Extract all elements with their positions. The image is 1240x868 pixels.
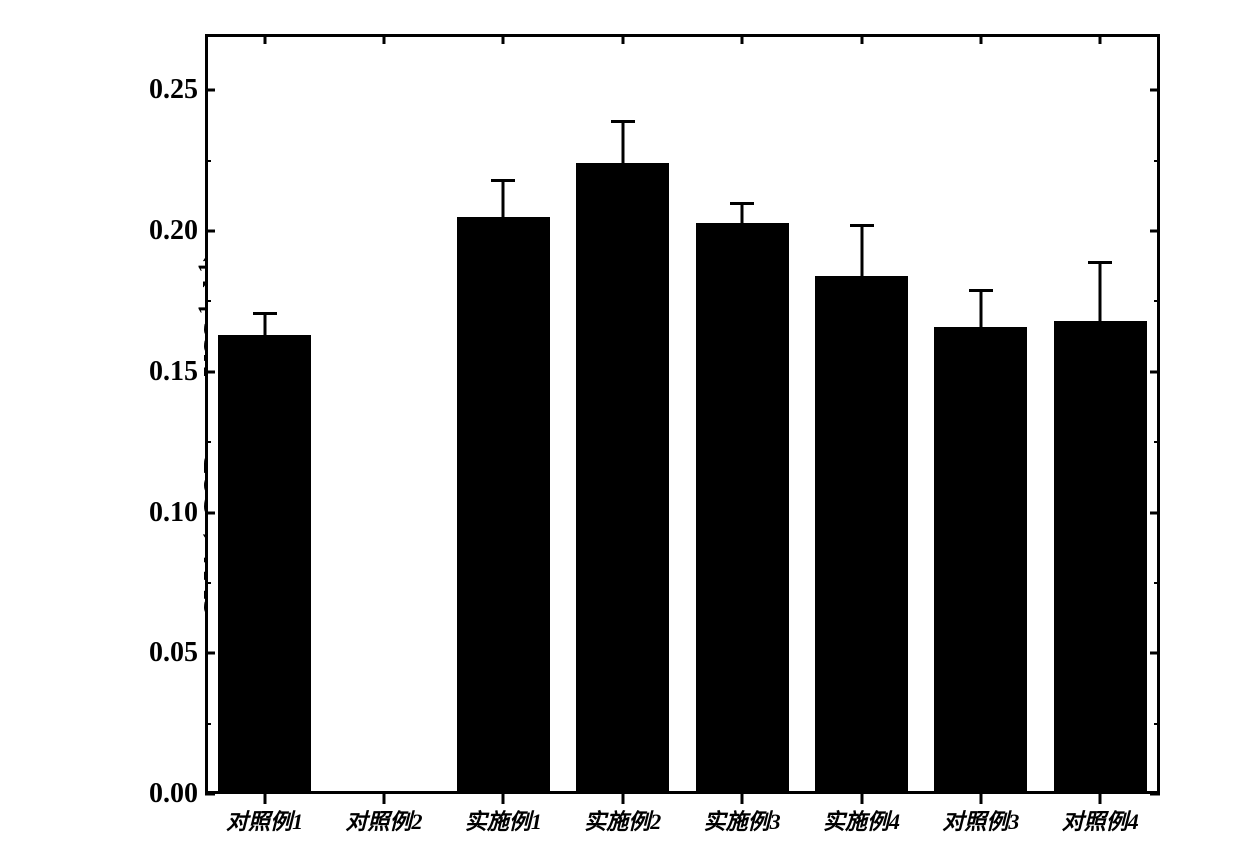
chart-container: SMA (gCOD(CH4) gVSS-1 d-1) 0.000.050.100…	[65, 19, 1175, 849]
y-minor-tick-right	[1154, 441, 1160, 443]
x-tick	[621, 794, 624, 804]
y-tick-label: 0.25	[149, 74, 198, 106]
y-minor-tick-right	[1154, 160, 1160, 162]
y-tick-right	[1150, 230, 1160, 233]
y-tick-label: 0.15	[149, 356, 198, 388]
bar	[457, 217, 550, 794]
y-minor-tick-right	[1154, 300, 1160, 302]
error-bar	[621, 121, 624, 163]
y-tick-right	[1150, 511, 1160, 514]
y-tick	[205, 511, 215, 514]
y-tick-right	[1150, 89, 1160, 92]
bar	[696, 223, 789, 794]
y-tick	[205, 793, 215, 796]
x-tick	[979, 794, 982, 804]
y-tick-right	[1150, 793, 1160, 796]
bar	[1054, 321, 1147, 794]
x-tick	[502, 794, 505, 804]
y-tick-label: 0.10	[149, 497, 198, 529]
x-tick	[1099, 794, 1102, 804]
x-tick-top	[621, 34, 624, 44]
error-bar	[1099, 262, 1102, 321]
x-tick	[383, 794, 386, 804]
x-tick-label: 对照例4	[1062, 804, 1139, 836]
y-minor-tick	[205, 582, 211, 584]
bar	[576, 163, 669, 794]
bar	[218, 335, 311, 794]
y-minor-tick	[205, 441, 211, 443]
x-tick-top	[383, 34, 386, 44]
y-minor-tick	[205, 160, 211, 162]
y-tick-label: 0.20	[149, 215, 198, 247]
error-bar	[502, 180, 505, 217]
error-bar-cap	[730, 202, 754, 205]
x-tick-label: 对照例2	[346, 804, 423, 836]
y-tick-label: 0.05	[149, 637, 198, 669]
x-tick-label: 实施例4	[823, 804, 900, 836]
error-bar-cap	[611, 120, 635, 123]
error-bar-cap	[253, 312, 277, 315]
y-tick	[205, 652, 215, 655]
y-minor-tick	[205, 300, 211, 302]
x-tick-label: 实施例2	[584, 804, 661, 836]
x-tick-top	[741, 34, 744, 44]
y-tick	[205, 230, 215, 233]
y-tick-right	[1150, 370, 1160, 373]
y-tick-right	[1150, 652, 1160, 655]
x-tick-label: 实施例1	[465, 804, 542, 836]
x-tick-label: 实施例3	[704, 804, 781, 836]
error-bar	[741, 203, 744, 223]
bar	[934, 327, 1027, 794]
y-minor-tick-right	[1154, 723, 1160, 725]
error-bar	[263, 313, 266, 336]
bar	[815, 276, 908, 794]
error-bar	[860, 225, 863, 276]
error-bar-cap	[850, 224, 874, 227]
x-tick-top	[263, 34, 266, 44]
error-bar	[979, 290, 982, 327]
y-tick	[205, 89, 215, 92]
x-tick-top	[860, 34, 863, 44]
y-tick-label: 0.00	[149, 778, 198, 810]
x-tick-label: 对照例1	[226, 804, 303, 836]
x-tick-top	[1099, 34, 1102, 44]
y-minor-tick-right	[1154, 582, 1160, 584]
x-tick	[263, 794, 266, 804]
error-bar-cap	[1088, 261, 1112, 264]
error-bar-cap	[491, 179, 515, 182]
y-tick	[205, 370, 215, 373]
x-tick	[860, 794, 863, 804]
x-tick-top	[502, 34, 505, 44]
error-bar-cap	[969, 289, 993, 292]
x-tick-top	[979, 34, 982, 44]
x-tick-label: 对照例3	[942, 804, 1019, 836]
y-minor-tick	[205, 723, 211, 725]
x-tick	[741, 794, 744, 804]
